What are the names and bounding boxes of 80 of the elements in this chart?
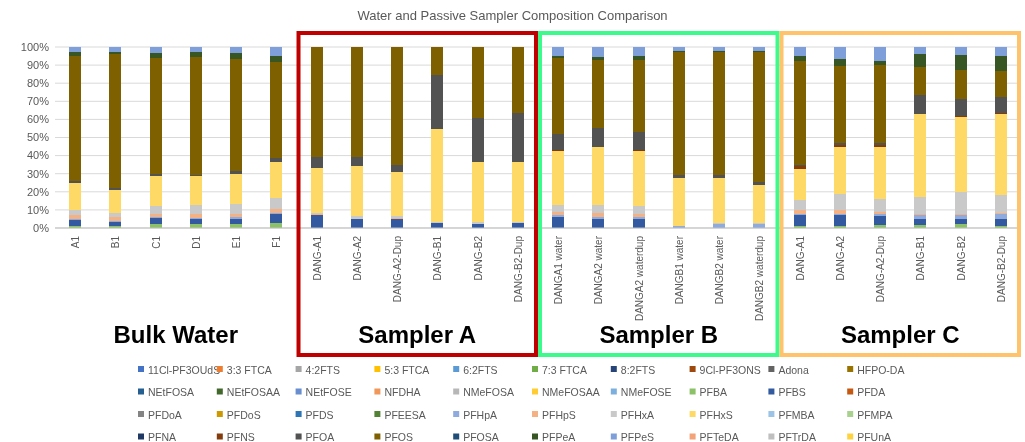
y-tick-label: 60%: [26, 113, 50, 126]
text: Sampler A: [358, 321, 477, 348]
text: Bulk Water: [113, 321, 238, 348]
x-tick-label: DANGA2 waterdup: [633, 235, 645, 322]
x-tick-label: F1: [271, 235, 283, 248]
x-tick-label: DANG-B2-Dup: [512, 235, 524, 303]
y-tick-label: 20%: [26, 185, 50, 198]
legend-label: NEtFOSA: [148, 386, 195, 399]
legend-label: PFOSA: [463, 431, 499, 442]
x-tick-label: DANG-B1: [915, 235, 927, 281]
legend-label: PFDS: [305, 408, 334, 421]
legend-label: PFUnA: [857, 431, 892, 442]
legend-label: NFDHA: [384, 386, 421, 399]
y-tick-label: 100%: [20, 40, 50, 53]
legend-label: 6:2FTS: [463, 363, 498, 376]
legend-label: PFEESA: [384, 408, 426, 421]
y-tick-label: 30%: [26, 167, 50, 180]
x-tick-label: B1: [110, 235, 122, 249]
y-tick-label: 10%: [26, 203, 50, 216]
x-tick-label: DANG-A2: [834, 235, 846, 281]
legend-label: PFDoA: [148, 408, 182, 421]
legend-label: NMeFOSE: [620, 386, 672, 399]
legend-label: PFNS: [226, 431, 255, 442]
legend-label: PFHxA: [620, 408, 655, 421]
legend-label: PFDoS: [226, 408, 261, 421]
legend-label: 11Cl-PF3OUdS: [148, 363, 221, 376]
x-tick-label: DANG-B2: [472, 235, 484, 281]
legend-label: NMeFOSAA: [542, 386, 600, 399]
legend-label: 9Cl-PF3ONS: [699, 363, 761, 376]
text: Sampler B: [599, 321, 719, 348]
legend-label: 8:2FTS: [620, 363, 656, 376]
x-tick-label: DANG-B2-Dup: [995, 235, 1007, 303]
legend-label: PFOA: [305, 431, 335, 442]
legend-label: 3:3 FTCA: [226, 363, 272, 376]
x-tick-label: DANGB1 water: [673, 235, 685, 305]
y-tick-label: 40%: [26, 149, 50, 162]
x-tick-label: DANG-B1: [432, 235, 444, 281]
legend-label: NEtFOSE: [305, 386, 352, 399]
legend-label: PFHpA: [463, 408, 498, 421]
y-tick-label: 50%: [26, 131, 50, 144]
x-tick-label: DANG-B2: [955, 235, 967, 281]
legend-label: PFDA: [857, 386, 886, 399]
x-tick-label: C1: [150, 235, 162, 249]
legend-label: PFPeA: [542, 431, 576, 442]
legend-label: PFNA: [148, 431, 177, 442]
text: Sampler C: [840, 321, 960, 348]
x-tick-label: DANG-A2-Dup: [875, 235, 887, 303]
y-tick-label: 70%: [26, 95, 50, 108]
legend-label: 4:2FTS: [305, 363, 341, 376]
x-tick-label: D1: [190, 235, 202, 249]
y-tick-label: 80%: [26, 77, 50, 90]
x-tick-label: DANG-A1: [311, 235, 323, 281]
x-tick-label: DANGA2 water: [593, 235, 605, 305]
x-tick-label: DANGB2 waterdup: [754, 235, 766, 322]
legend-label: NEtFOSAA: [226, 386, 280, 399]
legend-label: PFMBA: [778, 408, 815, 421]
x-tick-label: DANG-A2-Dup: [392, 235, 404, 303]
x-tick-label: DANGA1 water: [553, 235, 565, 305]
legend-label: PFHpS: [542, 408, 576, 421]
legend-label: PFHxS: [699, 408, 733, 421]
legend-label: PFTeDA: [699, 431, 739, 442]
legend-label: PFOS: [384, 431, 413, 442]
legend-label: Adona: [778, 363, 809, 376]
legend-label: PFTrDA: [778, 431, 816, 442]
chart-title: Water and Passive Sampler Composition Comparison: [357, 8, 668, 23]
legend-label: 5:3 FTCA: [384, 363, 430, 376]
legend-label: PFPeS: [620, 431, 655, 442]
legend-label: NMeFOSA: [463, 386, 514, 399]
x-tick-label: DANGB2 water: [714, 235, 726, 305]
x-tick-label: DANG-A2: [351, 235, 363, 281]
x-tick-label: E1: [231, 235, 243, 249]
legend-label: HFPO-DA: [857, 363, 905, 376]
y-tick-label: 0%: [33, 221, 50, 234]
x-tick-label: A1: [70, 235, 82, 249]
x-tick-label: DANG-A1: [794, 235, 806, 281]
legend-label: 7:3 FTCA: [542, 363, 587, 376]
y-tick-label: 90%: [26, 58, 50, 71]
legend-label: PFBA: [699, 386, 728, 399]
legend-label: PFBS: [778, 386, 806, 399]
legend-label: PFMPA: [857, 408, 893, 421]
